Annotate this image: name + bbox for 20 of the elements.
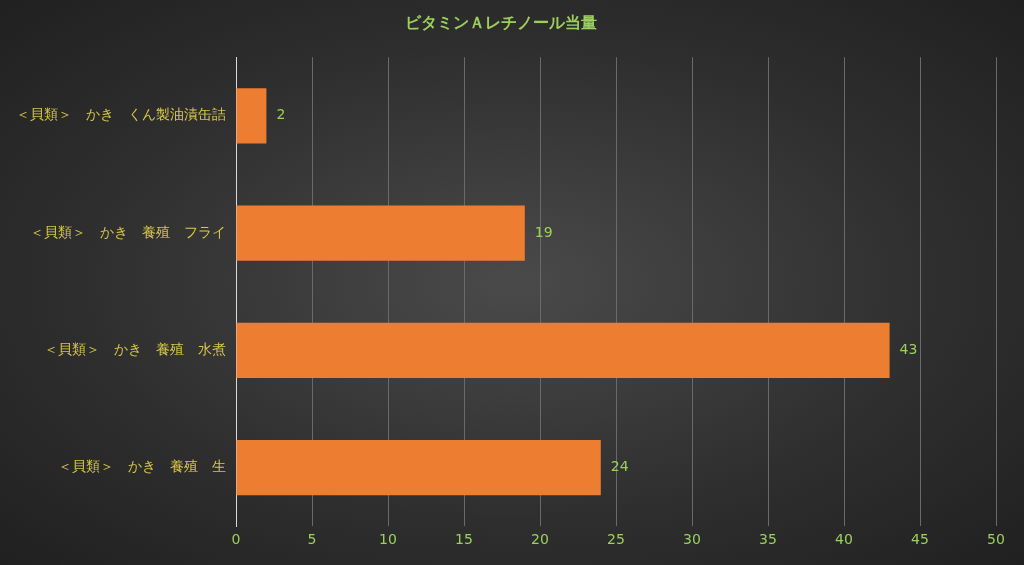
y-tick-label: ＜貝類＞ かき くん製油漬缶詰 — [16, 106, 226, 123]
x-tick-label: 25 — [607, 531, 625, 548]
x-tick-label: 50 — [987, 531, 1005, 548]
y-tick-label: ＜貝類＞ かき 養殖 生 — [58, 458, 226, 475]
y-tick-label: ＜貝類＞ かき 養殖 水煮 — [44, 340, 226, 357]
x-tick-label: 10 — [379, 531, 397, 548]
x-tick-label: 45 — [911, 531, 929, 548]
y-tick-label: ＜貝類＞ かき 養殖 フライ — [30, 223, 226, 240]
x-tick-label: 5 — [307, 531, 317, 548]
x-tick-label: 0 — [231, 531, 241, 548]
data-label: 2 — [276, 106, 286, 123]
x-tick-label: 30 — [683, 531, 701, 548]
chart-title: ビタミンＡレチノール当量 — [405, 12, 597, 32]
x-tick-label: 20 — [531, 531, 549, 548]
data-label: 24 — [610, 458, 629, 475]
data-label: 43 — [899, 340, 918, 357]
x-tick-label: 35 — [759, 531, 777, 548]
x-tick-label: 15 — [455, 531, 473, 548]
data-label: 19 — [534, 223, 553, 240]
x-tick-label: 40 — [835, 531, 853, 548]
